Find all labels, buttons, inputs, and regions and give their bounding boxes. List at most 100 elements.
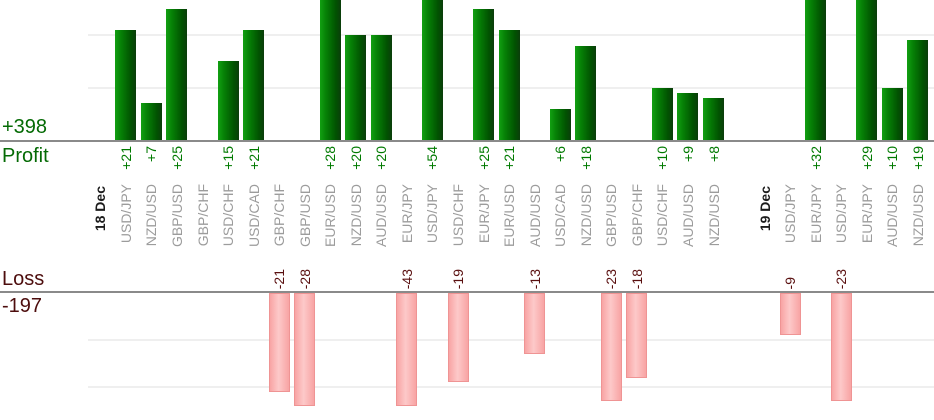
loss-value-label: -43 <box>398 268 415 289</box>
loss-axis-line <box>0 291 934 293</box>
profit-value-label: +25 <box>475 146 492 170</box>
profit-axis-title: Profit <box>2 145 49 167</box>
pair-label: GBP/USD <box>296 184 313 248</box>
loss-value-label: -21 <box>271 268 288 289</box>
loss-value-label: -13 <box>526 268 543 289</box>
loss-value-label: -9 <box>782 276 799 289</box>
date-label: 19 Dec <box>756 186 773 232</box>
pair-label: EUR/USD <box>501 184 518 248</box>
profit-value-label: +20 <box>347 146 364 170</box>
profit-bar <box>166 8 188 140</box>
pair-label: USD/CAD <box>245 184 262 248</box>
loss-bar <box>268 293 290 392</box>
pair-label: USD/CHF <box>654 184 671 247</box>
pair-label: EUR/JPY <box>858 184 875 244</box>
profit-value-label: +6 <box>552 146 569 162</box>
profit-bar <box>140 103 162 140</box>
profit-axis-line <box>0 140 934 142</box>
profit-bar <box>575 45 597 140</box>
pair-label: NZD/USD <box>347 184 364 247</box>
pair-label: EUR/JPY <box>807 184 824 244</box>
loss-bar <box>447 293 469 383</box>
profit-value-label: +9 <box>679 146 696 162</box>
pair-label: AUD/USD <box>884 184 901 248</box>
loss-axis-title: Loss <box>2 268 45 290</box>
loss-total-label: -197 <box>2 295 43 317</box>
profit-bar <box>907 40 929 140</box>
profit-bar <box>319 0 341 140</box>
profit-value-label: +10 <box>654 146 671 170</box>
pair-label: USD/JPY <box>782 184 799 244</box>
profit-bar <box>549 108 571 140</box>
profit-value-label: +15 <box>220 146 237 170</box>
loss-gridline-10 <box>88 339 934 341</box>
loss-bar <box>830 293 852 402</box>
date-label: 18 Dec <box>92 186 109 232</box>
pair-label: EUR/JPY <box>475 184 492 244</box>
pair-label: USD/CHF <box>450 184 466 247</box>
profit-value-label: +20 <box>373 146 390 170</box>
pair-label: EUR/USD <box>322 184 339 248</box>
loss-value-label: -19 <box>450 268 466 289</box>
pair-label: AUD/USD <box>373 184 390 248</box>
profit-value-label: +19 <box>909 146 926 170</box>
pair-label: USD/CAD <box>552 184 569 248</box>
pair-label: USD/JPY <box>424 184 441 244</box>
pair-label: AUD/USD <box>679 184 696 248</box>
profit-bar <box>421 0 443 140</box>
profit-bar <box>703 98 724 140</box>
profit-value-label: +21 <box>501 146 518 170</box>
profit-value-label: +10 <box>884 146 901 170</box>
profit-bar <box>115 29 137 140</box>
profit-value-label: +28 <box>322 146 339 170</box>
profit-value-label: +54 <box>424 146 441 170</box>
loss-value-label: -28 <box>296 268 313 289</box>
loss-value-label: -23 <box>603 268 620 289</box>
pair-label: USD/CHF <box>220 184 237 247</box>
profit-bar <box>370 35 392 140</box>
profit-value-label: +29 <box>858 146 875 170</box>
loss-bar <box>626 293 648 378</box>
loss-bar <box>779 293 801 336</box>
pair-label: GBP/USD <box>168 184 185 248</box>
loss-gridline-20 <box>88 386 934 388</box>
profit-bar <box>498 29 520 140</box>
loss-bar <box>524 293 546 355</box>
profit-bar <box>345 35 367 140</box>
profit-bar <box>651 87 673 140</box>
profit-bar <box>243 29 265 140</box>
loss-bar <box>396 293 418 406</box>
pair-label: NZD/USD <box>143 184 160 247</box>
pair-label: GBP/USD <box>603 184 620 248</box>
loss-bar <box>600 293 622 402</box>
profit-bar <box>473 8 495 140</box>
pair-label: GBP/CHF <box>628 184 645 247</box>
pair-label: EUR/JPY <box>398 184 415 244</box>
pair-label: GBP/CHF <box>271 184 288 247</box>
profit-value-label: +21 <box>117 146 134 170</box>
profit-value-label: +7 <box>143 146 160 162</box>
profit-value-label: +8 <box>705 146 722 162</box>
profit-value-label: +32 <box>807 146 824 170</box>
profit-bar <box>677 92 699 140</box>
pair-label: NZD/USD <box>909 184 926 247</box>
pair-label: USD/JPY <box>833 184 850 244</box>
loss-value-label: -23 <box>833 268 850 289</box>
loss-value-label: -18 <box>628 268 645 289</box>
profit-bar <box>856 0 878 140</box>
profit-total-label: +398 <box>2 116 48 138</box>
profit-value-label: +21 <box>245 146 262 170</box>
pair-label: NZD/USD <box>577 184 594 247</box>
profit-bar <box>217 61 239 140</box>
profit-bar <box>805 0 827 140</box>
pair-label: NZD/USD <box>705 184 722 247</box>
pair-label: GBP/CHF <box>194 184 211 247</box>
profit-bar <box>881 87 903 140</box>
pair-label: AUD/USD <box>526 184 543 248</box>
profit-value-label: +25 <box>168 146 185 170</box>
loss-bar <box>294 293 316 406</box>
profit-value-label: +18 <box>577 146 594 170</box>
pair-label: USD/JPY <box>117 184 134 244</box>
